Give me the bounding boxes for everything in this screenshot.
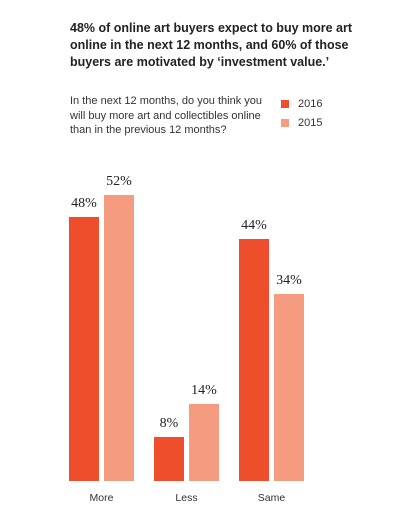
bar-more-2016 (69, 217, 99, 481)
bar-same-2016 (239, 239, 269, 481)
bar-less-2015 (189, 404, 219, 481)
legend-swatch-2015 (281, 118, 289, 127)
legend-swatch-2016 (281, 99, 289, 108)
category-label-less: Less (175, 492, 197, 504)
chart-title: 48% of online art buyers expect to buy m… (70, 21, 353, 69)
bar-same-2015 (274, 294, 304, 481)
category-label-same: Same (258, 492, 286, 504)
survey-question: In the next 12 months, do you think you … (70, 95, 263, 136)
legend-label-2015: 2015 (298, 116, 323, 129)
data-label-less-2016: 8% (160, 416, 179, 431)
category-label-more: More (90, 492, 114, 504)
data-label-more-2015: 52% (106, 174, 132, 189)
legend-item-2015: 2015 (281, 113, 322, 132)
data-label-same-2016: 44% (241, 218, 267, 233)
data-label-less-2015: 14% (191, 383, 217, 398)
bar-more-2015 (104, 195, 134, 481)
bar-less-2016 (154, 437, 184, 481)
legend: 2016 2015 (281, 94, 322, 132)
data-label-same-2015: 34% (276, 273, 302, 288)
legend-label-2016: 2016 (298, 97, 323, 110)
data-label-more-2016: 48% (71, 196, 97, 211)
legend-item-2016: 2016 (281, 94, 322, 113)
